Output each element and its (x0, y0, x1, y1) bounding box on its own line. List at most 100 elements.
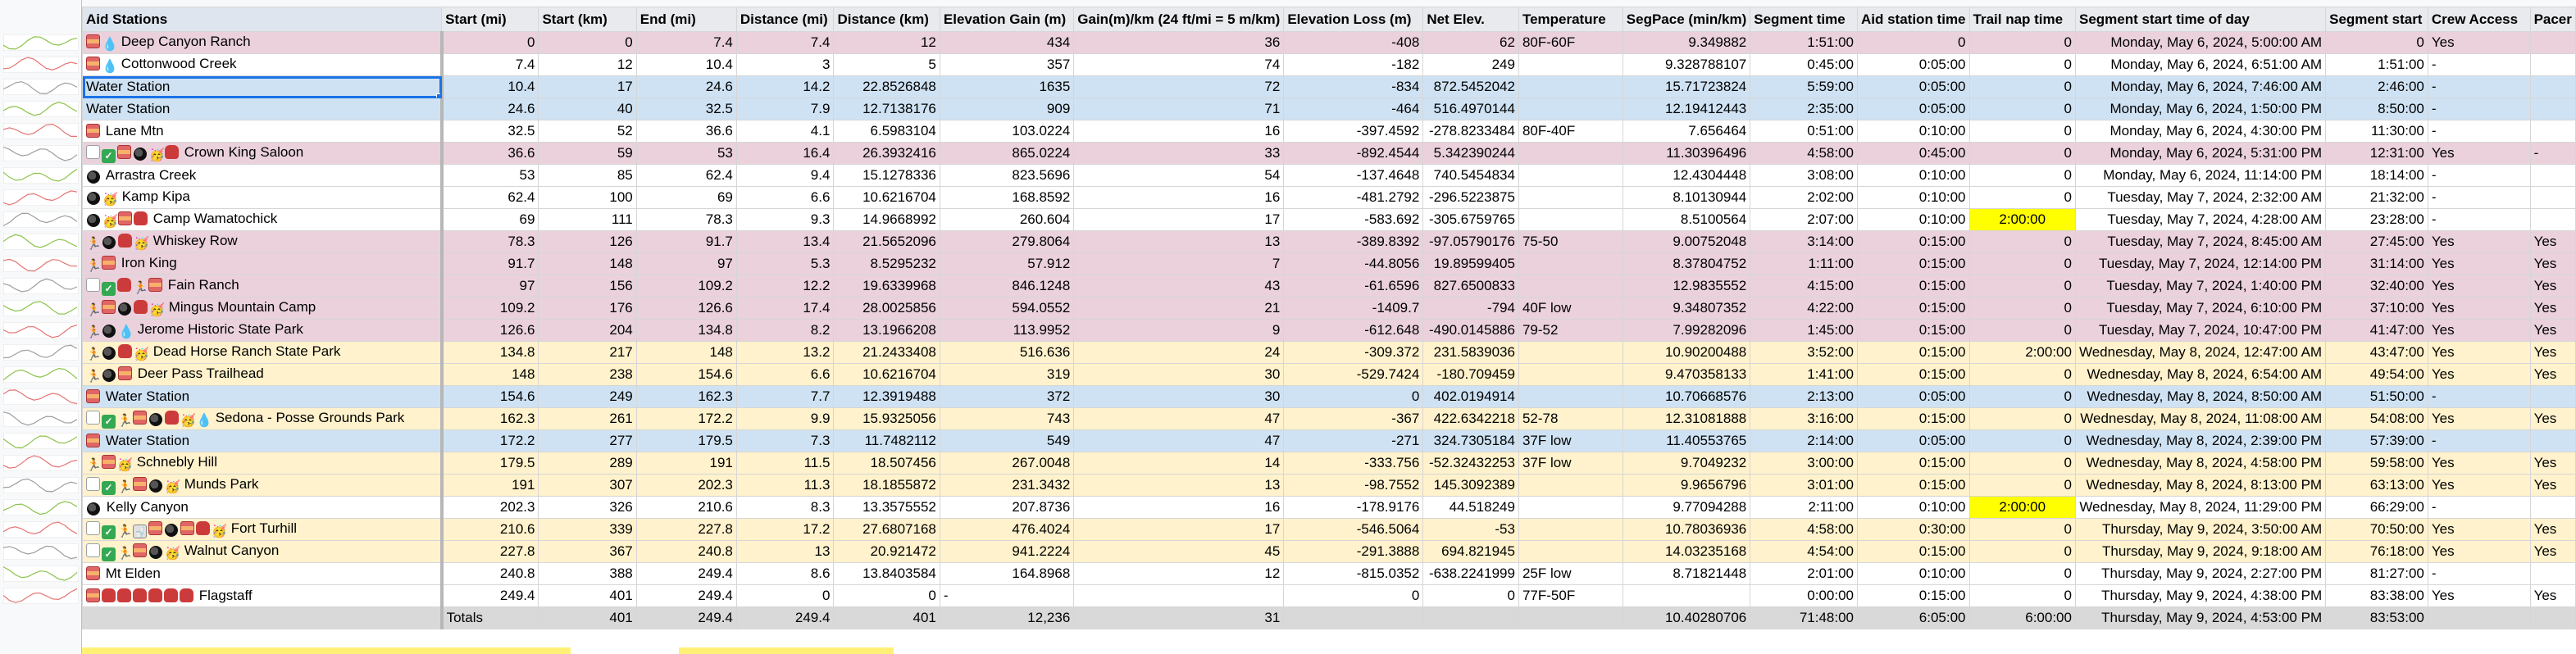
data-cell[interactable]: 9 (1073, 319, 1285, 342)
data-cell[interactable]: Yes (2427, 31, 2531, 54)
table-row[interactable]: 💧 Deep Canyon Ranch 0 0 7.4 7.4 12 434 36 -408 62… (81, 31, 2576, 54)
data-cell[interactable]: 18.1855872 (833, 474, 940, 497)
data-cell[interactable]: 12:31:00 (2325, 142, 2428, 165)
data-cell[interactable]: 5 (833, 53, 940, 76)
data-cell[interactable]: 231.3432 (939, 474, 1075, 497)
column-header[interactable]: End (mi) (635, 7, 737, 32)
data-cell[interactable]: Yes (2427, 297, 2531, 320)
table-row[interactable]: 🏃 🥳 Mingus Mountain Camp 109.2 176 126.6 17.4… (81, 297, 2576, 320)
data-cell[interactable]: 12.4304448 (1622, 164, 1751, 187)
data-cell[interactable]: 63:13:00 (2325, 474, 2428, 497)
data-cell[interactable]: 21.5652096 (833, 230, 940, 253)
data-cell[interactable] (1518, 363, 1623, 386)
data-cell[interactable]: 12.2 (735, 275, 835, 297)
data-cell[interactable]: 0 (441, 31, 539, 54)
data-cell[interactable]: Thursday, May 9, 2024, 9:18:00 AM (2074, 540, 2327, 563)
data-cell[interactable]: 941.2224 (939, 540, 1075, 563)
data-cell[interactable]: 7.7 (735, 385, 835, 408)
data-cell[interactable]: 24.6 (635, 75, 737, 98)
data-cell[interactable]: 0:15:00 (1857, 230, 1970, 253)
data-cell[interactable]: Yes (2529, 275, 2576, 297)
data-cell[interactable] (2529, 208, 2576, 231)
data-cell[interactable]: 12.19412443 (1622, 98, 1751, 120)
column-header[interactable]: Aid Stations (81, 7, 443, 32)
data-cell[interactable]: 0 (1283, 584, 1424, 607)
data-cell[interactable]: 0 (1422, 584, 1519, 607)
data-cell[interactable]: 0:15:00 (1857, 407, 1970, 430)
data-cell[interactable]: 52 (538, 120, 637, 143)
data-cell[interactable]: 6.5983104 (833, 120, 940, 143)
data-cell[interactable]: 0:15:00 (1857, 341, 1970, 364)
data-cell[interactable]: 0:10:00 (1857, 186, 1970, 209)
data-cell[interactable]: 210.6 (635, 496, 737, 519)
data-cell[interactable]: -291.3888 (1283, 540, 1424, 563)
aid-station-cell[interactable]: 🏃 Deer Pass Trailhead (81, 363, 444, 386)
totals-label[interactable]: Totals (441, 606, 539, 629)
data-cell[interactable]: 51:50:00 (2325, 385, 2428, 408)
data-cell[interactable]: Yes (2427, 275, 2531, 297)
data-cell[interactable]: 145.3092389 (1422, 474, 1519, 497)
data-cell[interactable]: 2:02:00 (1750, 186, 1858, 209)
data-cell[interactable]: 9.34807352 (1622, 297, 1751, 320)
data-cell[interactable] (2529, 53, 2576, 76)
table-row[interactable]: 🏃 Deer Pass Trailhead 148 238 154.6 6.6 10.62… (81, 363, 2576, 386)
data-cell[interactable]: - (2427, 186, 2531, 209)
data-cell[interactable]: 7 (1073, 252, 1285, 275)
data-cell[interactable]: 0:15:00 (1857, 474, 1970, 497)
data-cell[interactable]: 0 (833, 584, 940, 607)
data-cell[interactable]: 17 (1073, 518, 1285, 541)
column-header[interactable]: Elevation Gain (m) (939, 7, 1075, 32)
data-cell[interactable]: Yes (2427, 407, 2531, 430)
data-cell[interactable]: 249.4 (635, 584, 737, 607)
data-cell[interactable]: Thursday, May 9, 2024, 4:38:00 PM (2074, 584, 2327, 607)
data-cell[interactable]: 14.2 (735, 75, 835, 98)
column-header[interactable]: Distance (mi) (735, 7, 835, 32)
data-cell[interactable]: 2:00:00 (1968, 341, 2076, 364)
data-cell[interactable]: Yes (2529, 584, 2576, 607)
data-cell[interactable] (2529, 98, 2576, 120)
data-cell[interactable]: 37:10:00 (2325, 297, 2428, 320)
data-cell[interactable]: 240.8 (635, 540, 737, 563)
data-cell[interactable]: 0:45:00 (1750, 53, 1858, 76)
data-cell[interactable] (1518, 208, 1623, 231)
data-cell[interactable]: 5.342390244 (1422, 142, 1519, 165)
data-cell[interactable]: -794 (1422, 297, 1519, 320)
data-cell[interactable]: 13 (1073, 230, 1285, 253)
data-cell[interactable]: Monday, May 6, 2024, 11:14:00 PM (2074, 164, 2327, 187)
totals-cell[interactable]: Thursday, May 9, 2024, 4:53:00 PM (2074, 606, 2327, 629)
data-cell[interactable]: 9.00752048 (1622, 230, 1751, 253)
data-cell[interactable]: 207.8736 (939, 496, 1075, 519)
data-cell[interactable] (2529, 496, 2576, 519)
data-cell[interactable]: Yes (2427, 474, 2531, 497)
data-cell[interactable]: -182 (1283, 53, 1424, 76)
data-cell[interactable]: 7.656464 (1622, 120, 1751, 143)
data-cell[interactable]: 80F-40F (1518, 120, 1623, 143)
data-cell[interactable]: 2:07:00 (1750, 208, 1858, 231)
data-cell[interactable]: 18.507456 (833, 452, 940, 475)
data-cell[interactable]: Tuesday, May 7, 2024, 12:14:00 PM (2074, 252, 2327, 275)
aid-station-cell[interactable]: Flagstaff (81, 584, 444, 607)
data-cell[interactable]: 0:15:00 (1857, 540, 1970, 563)
data-cell[interactable]: 148 (538, 252, 637, 275)
data-cell[interactable]: 2:00:00 (1968, 496, 2076, 519)
data-cell[interactable]: 20.921472 (833, 540, 940, 563)
data-cell[interactable]: Yes (2529, 452, 2576, 475)
data-cell[interactable]: Yes (2427, 540, 2531, 563)
data-cell[interactable]: 62.4 (441, 186, 539, 209)
data-cell[interactable]: -367 (1283, 407, 1424, 430)
data-cell[interactable]: 0:10:00 (1857, 164, 1970, 187)
data-cell[interactable]: Yes (2427, 252, 2531, 275)
data-cell[interactable]: 2:00:00 (1968, 208, 2076, 231)
data-cell[interactable]: 909 (939, 98, 1075, 120)
data-cell[interactable]: 13 (735, 540, 835, 563)
data-cell[interactable]: 0:15:00 (1857, 275, 1970, 297)
data-cell[interactable]: 267.0048 (939, 452, 1075, 475)
data-cell[interactable] (2529, 429, 2576, 452)
data-cell[interactable]: -309.372 (1283, 341, 1424, 364)
data-cell[interactable]: 1:51:00 (1750, 31, 1858, 54)
data-cell[interactable]: - (2427, 120, 2531, 143)
data-cell[interactable]: -296.5223875 (1422, 186, 1519, 209)
data-cell[interactable]: -97.05790176 (1422, 230, 1519, 253)
data-cell[interactable]: Wednesday, May 8, 2024, 12:47:00 AM (2074, 341, 2327, 364)
table-row[interactable]: 🥳 Camp Wamatochick 69 111 78.3 9.3 14.9668992… (81, 208, 2576, 231)
